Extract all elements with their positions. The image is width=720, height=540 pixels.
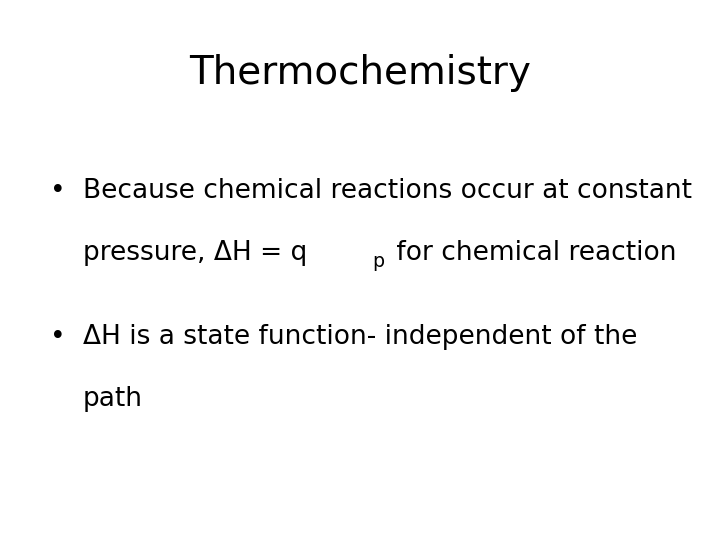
Text: •: •: [50, 324, 66, 350]
Text: pressure, ΔH = q: pressure, ΔH = q: [83, 240, 307, 266]
Text: p: p: [372, 252, 384, 271]
Text: path: path: [83, 386, 143, 412]
Text: •: •: [50, 178, 66, 204]
Text: Because chemical reactions occur at constant: Because chemical reactions occur at cons…: [83, 178, 692, 204]
Text: ΔH is a state function- independent of the: ΔH is a state function- independent of t…: [83, 324, 637, 350]
Text: Thermochemistry: Thermochemistry: [189, 54, 531, 92]
Text: for chemical reaction: for chemical reaction: [388, 240, 676, 266]
